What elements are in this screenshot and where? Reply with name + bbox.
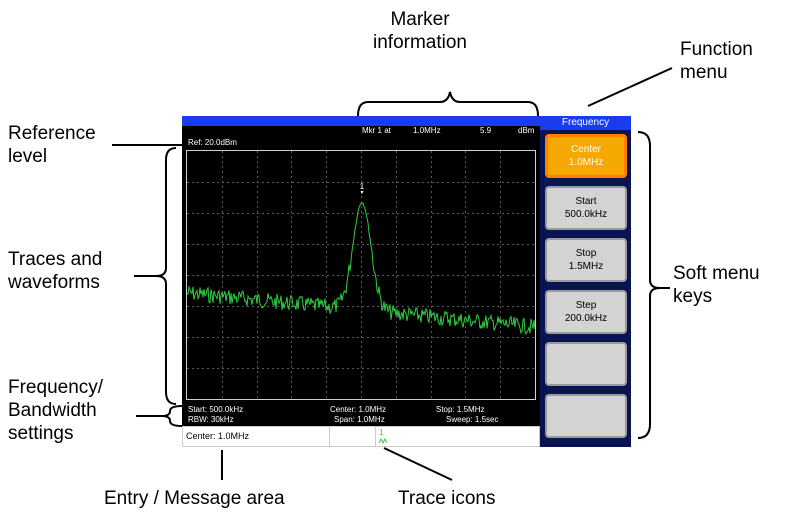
soft-key-value: 1.5MHz	[568, 261, 604, 272]
title-bar	[182, 116, 540, 126]
entry-message-area-label: Entry / Message area	[104, 488, 285, 509]
marker-info-row: Mkr 1 at 1.0MHz 5.9 dBm	[182, 126, 540, 136]
start-frequency: Start: 500.0kHz	[188, 405, 244, 414]
marker-number: 1	[360, 182, 365, 191]
marker-bracket	[357, 91, 539, 117]
traces-waveforms-label: Traces and waveforms	[8, 249, 103, 293]
marker-information-label: Marker information	[373, 9, 467, 53]
soft-key-step[interactable]: Step 200.0kHz	[545, 290, 627, 334]
function-menu-label: Function menu	[680, 39, 753, 83]
trace-1-icon[interactable]: 1	[379, 429, 387, 445]
sweep-setting: Sweep: 1.5sec	[446, 415, 499, 424]
trace-icons-label: Trace icons	[398, 488, 496, 509]
soft-keys-bracket	[637, 131, 661, 439]
trace-icons-pointer	[383, 447, 453, 481]
marker-label: Mkr 1 at	[362, 126, 391, 135]
entry-divider	[375, 427, 376, 446]
trace-plot-svg: 1 ▾	[186, 151, 536, 399]
trace-waveform	[186, 202, 536, 336]
menu-title: Frequency	[540, 116, 631, 130]
soft-key-value: 500.0kHz	[564, 209, 608, 220]
trace-icon-number: 1	[379, 428, 384, 437]
analyzer-screen: Mkr 1 at 1.0MHz 5.9 dBm Ref: 20.0dBm 1 ▾…	[182, 116, 540, 447]
soft-key-value: 200.0kHz	[564, 313, 608, 324]
rbw-setting: RBW: 30kHz	[188, 415, 234, 424]
soft-key-label: Stop	[575, 248, 597, 259]
marker-pointer-icon: ▾	[360, 190, 363, 196]
soft-key-empty-5[interactable]	[545, 342, 627, 386]
frequency-bandwidth-label: Frequency/ Bandwidth settings	[8, 377, 104, 444]
soft-key-center[interactable]: Center 1.0MHz	[545, 134, 627, 178]
reference-level: Ref: 20.0dBm	[188, 138, 237, 147]
function-menu-pointer	[587, 67, 673, 107]
soft-key-label: Start	[575, 196, 597, 207]
freq-bw-bracket	[161, 405, 183, 427]
soft-key-label: Step	[575, 300, 597, 311]
soft-menu-keys-label: Soft menu keys	[673, 263, 760, 307]
entry-divider	[329, 427, 330, 446]
stop-frequency: Stop: 1.5MHz	[436, 405, 485, 414]
entry-message-area[interactable]: Center: 1.0MHz 1	[182, 426, 540, 447]
soft-key-start[interactable]: Start 500.0kHz	[545, 186, 627, 230]
center-frequency: Center: 1.0MHz	[330, 405, 387, 414]
function-menu: Frequency Center 1.0MHz Start 500.0kHz S…	[540, 116, 631, 447]
soft-key-stop[interactable]: Stop 1.5MHz	[545, 238, 627, 282]
frequency-bandwidth-settings: Start: 500.0kHz Center: 1.0MHz Stop: 1.5…	[182, 404, 540, 426]
marker-unit: dBm	[518, 126, 535, 135]
soft-key-label: Center	[570, 144, 601, 155]
trace-plot: 1 ▾	[186, 150, 536, 400]
entry-text: Center: 1.0MHz	[186, 431, 250, 441]
traces-bracket	[155, 147, 177, 405]
trace-icon-graphic	[379, 437, 387, 445]
marker-value: 5.9	[480, 126, 492, 135]
reference-level-label: Reference level	[8, 123, 96, 167]
soft-key-empty-6[interactable]	[545, 394, 627, 438]
soft-key-value: 1.0MHz	[568, 157, 604, 168]
span-setting: Span: 1.0MHz	[334, 415, 385, 424]
marker-frequency: 1.0MHz	[413, 126, 441, 135]
